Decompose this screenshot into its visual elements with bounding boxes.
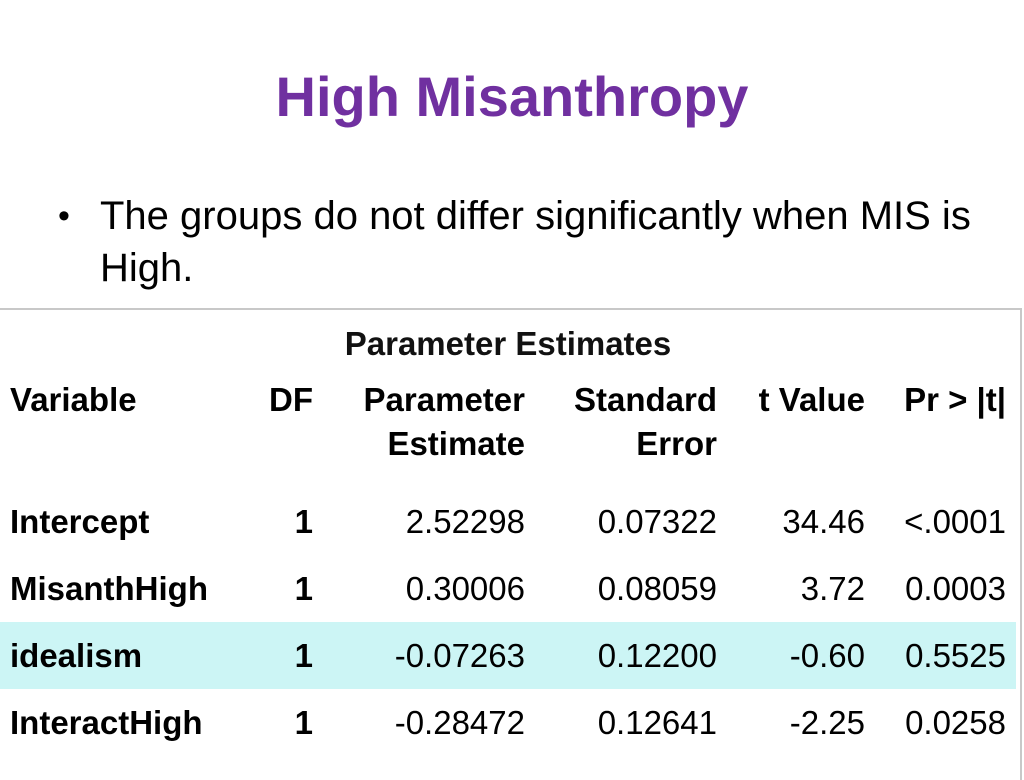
table-caption-row: Parameter Estimates: [0, 310, 1016, 378]
cell-estimate: 2.52298: [405, 502, 525, 540]
cell-variable: idealism: [0, 622, 245, 689]
cell-tvalue: -2.25: [789, 703, 865, 741]
cell-estimate: -0.28472: [394, 703, 525, 741]
header-standard-error-line1: Standard: [573, 381, 717, 418]
bullet-list: • The groups do not differ significantly…: [58, 190, 988, 294]
header-pr-t: Pr > |t|: [904, 381, 1006, 418]
table-row: MisanthHigh 1 0.30006 0.08059 3.72 0.000…: [0, 555, 1016, 622]
parameter-estimates-table: Parameter Estimates Variable DF Paramete…: [0, 310, 1016, 756]
cell-variable: Intercept: [10, 502, 150, 540]
cell-stderr: 0.12200: [535, 622, 727, 689]
cell-pr: 0.0003: [905, 569, 1006, 607]
cell-tvalue: -0.60: [727, 622, 875, 689]
bullet-text: The groups do not differ significantly w…: [100, 194, 971, 290]
cell-tvalue: 3.72: [800, 569, 865, 607]
cell-estimate: -0.07263: [323, 622, 535, 689]
header-parameter-estimate-line1: Parameter: [363, 381, 525, 418]
table-row-highlighted: idealism 1 -0.07263 0.12200 -0.60 0.5525: [0, 622, 1016, 689]
header-variable: Variable: [10, 381, 137, 418]
cell-df: 1: [294, 569, 313, 607]
table-caption: Parameter Estimates: [344, 325, 672, 362]
table-header-row: Variable DF Parameter Estimate Standard …: [0, 378, 1016, 478]
cell-df: 1: [245, 622, 323, 689]
parameter-estimates-table-frame: Parameter Estimates Variable DF Paramete…: [0, 308, 1022, 780]
cell-tvalue: 34.46: [782, 502, 865, 540]
cell-stderr: 0.07322: [597, 502, 717, 540]
cell-pr: <.0001: [904, 502, 1006, 540]
header-standard-error-line2: Error: [636, 425, 717, 462]
cell-stderr: 0.08059: [597, 569, 717, 607]
cell-stderr: 0.12641: [597, 703, 717, 741]
header-parameter-estimate: Parameter Estimate: [323, 378, 535, 478]
table-row: Intercept 1 2.52298 0.07322 34.46 <.0001: [0, 478, 1016, 555]
cell-df: 1: [294, 703, 313, 741]
bullet-dot-icon: •: [58, 197, 70, 235]
cell-variable: InteractHigh: [10, 703, 203, 741]
header-parameter-estimate-line2: Estimate: [387, 425, 525, 462]
slide-title: High Misanthropy: [275, 65, 749, 128]
header-df: DF: [269, 381, 313, 418]
header-t-value: t Value: [758, 381, 865, 418]
header-standard-error: Standard Error: [535, 378, 727, 478]
cell-pr: 0.0258: [905, 703, 1006, 741]
cell-df: 1: [294, 502, 313, 540]
cell-estimate: 0.30006: [405, 569, 525, 607]
cell-variable: MisanthHigh: [10, 569, 208, 607]
table-row: InteractHigh 1 -0.28472 0.12641 -2.25 0.…: [0, 689, 1016, 756]
cell-pr: 0.5525: [875, 622, 1016, 689]
